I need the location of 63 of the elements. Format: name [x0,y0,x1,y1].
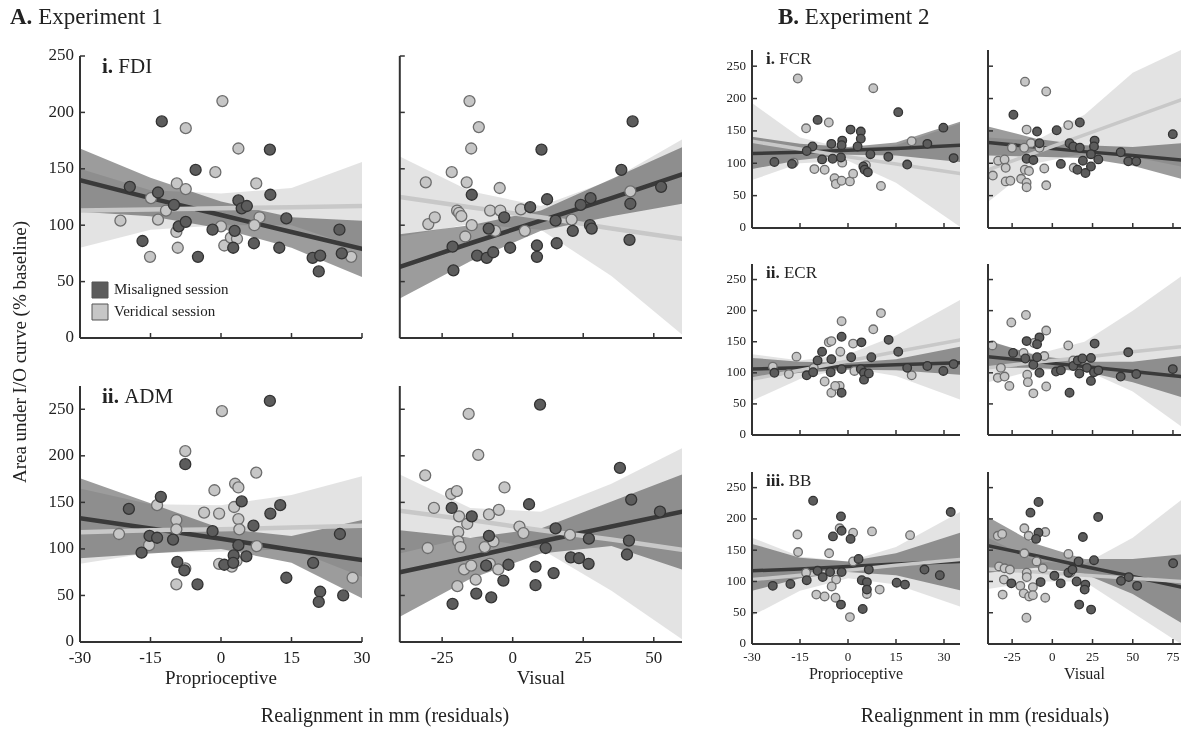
y-tick-label: 250 [726,270,746,286]
x-axis-title: Proprioceptive [165,666,277,688]
y-tick-label: 50 [733,395,746,411]
y-tick-label: 100 [48,538,74,558]
y-tick-label: 100 [726,572,746,588]
text: A. Experiment 1 [10,4,163,30]
x-tick-label: 30 [353,647,371,667]
text: Realignment in mm (residuals) [260,704,510,726]
y-tick-label: 100 [726,364,746,380]
y-tick-label: 150 [726,122,746,138]
y-tick-label: 50 [733,604,746,620]
y-tick-label: 200 [726,510,746,526]
y-tick-label: 100 [726,154,746,170]
x-tick-label: -15 [791,649,809,665]
y-tick-label: 0 [739,635,746,651]
chart-title: iii. BB [766,470,812,490]
legend-label: Misaligned session [114,280,230,297]
y-tick-label: 250 [48,398,74,418]
x-tick-label: -30 [743,649,761,665]
x-axis-title: Visual [516,666,566,688]
y-tick-label: 250 [726,57,746,73]
y-tick-label: 250 [48,45,74,65]
x-tick-label: -25 [1003,649,1021,665]
legend-label: Veridical session [114,302,216,319]
y-tick-label: 50 [57,271,74,291]
y-tick-label: 150 [726,333,746,349]
y-tick-label: 150 [48,158,74,178]
x-tick-label: 75 [1166,649,1180,665]
x-axis-title: Proprioceptive [808,664,904,683]
x-tick-label: 15 [889,649,903,665]
y-tick-label: 100 [48,214,74,234]
y-tick-label: 0 [739,219,746,235]
text: Realignment in mm (residuals) [860,704,1110,726]
x-tick-label: -15 [139,647,162,667]
y-tick-label: 200 [726,302,746,318]
x-tick-label: 15 [283,647,300,667]
x-axis-title: Visual [1064,664,1106,682]
x-tick-label: 0 [216,647,226,667]
text: B. Experiment 2 [778,4,930,30]
x-tick-label: 0 [1049,649,1056,665]
chart-title: ii. ECR [766,262,818,282]
x-tick-label: 25 [574,647,592,667]
y-tick-label: 150 [48,491,74,511]
x-tick-label: 0 [508,647,517,667]
y-tick-label: 0 [739,426,746,442]
x-tick-label: 50 [1126,649,1140,665]
x-tick-label: 50 [645,647,663,667]
chart-title: i. FCR [766,48,813,68]
y-tick-label: 200 [726,89,746,105]
chart-title: ii. ADM [102,383,174,409]
y-tick-label: 200 [48,101,74,121]
x-tick-label: 30 [937,649,951,665]
y-tick-label: 250 [726,479,746,495]
chart-title: i. FDI [102,53,153,79]
x-tick-label: 25 [1086,649,1100,665]
y-tick-label: 200 [48,445,74,465]
x-tick-label: 0 [844,649,852,665]
y-axis-title: Area under I/O curve (% baseline) [8,220,31,484]
y-tick-label: 50 [57,584,74,604]
y-tick-label: 150 [726,541,746,557]
y-tick-label: 50 [733,187,746,203]
x-tick-label: -25 [430,647,454,667]
y-tick-label: 0 [65,327,74,347]
